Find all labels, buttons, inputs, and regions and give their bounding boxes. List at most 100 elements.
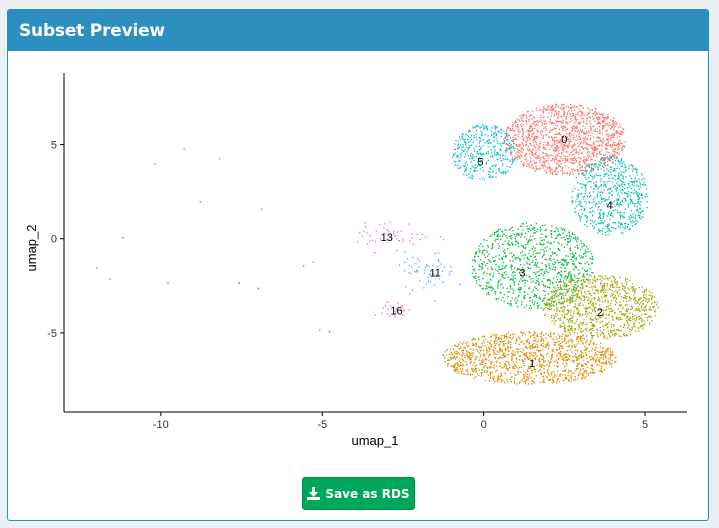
cell-point [558,132,560,134]
cell-point [531,380,533,382]
cell-point [563,108,565,110]
cell-point [616,157,618,159]
cell-point [600,140,603,142]
cell-point [490,156,492,158]
cell-point [569,114,572,116]
cell-point [571,120,573,122]
cell-point [555,227,557,229]
cell-point [467,135,470,138]
cell-point [594,204,596,207]
cell-point [480,126,483,128]
cell-point [600,198,603,200]
cell-point [516,126,518,128]
cell-point [621,192,623,194]
cell-point [576,336,578,338]
cell-point [502,158,504,160]
cell-point [575,120,577,122]
cell-point [635,303,637,305]
cell-point [482,278,484,280]
cell-point [591,158,593,160]
cell-point [497,377,499,379]
cell-point [480,375,482,377]
cell-point [622,175,624,177]
cell-point [552,149,555,151]
cell-point [657,306,659,309]
cell-point [551,112,553,114]
cell-point [597,121,599,123]
cell-point [633,184,635,187]
cell-point [552,291,554,293]
cell-point [604,352,606,354]
cell-point [630,320,632,322]
cell-point [609,188,611,190]
cell-point [561,143,563,145]
cell-point [601,352,603,354]
cell-point [559,249,561,251]
cell-point [512,141,515,143]
cell-point [605,299,607,301]
cell-point [468,351,470,354]
cell-point [543,381,545,383]
cell-point [507,144,509,146]
cell-point [535,276,537,278]
cell-point [567,147,569,149]
cell-point [562,228,564,230]
cell-point [654,311,656,313]
cell-point [473,134,475,137]
cell-point [594,289,597,291]
cell-point [557,353,559,355]
cell-point [561,125,563,128]
cell-point [546,299,548,301]
cell-point [455,155,458,157]
cell-point [619,144,621,147]
cell-point [589,137,592,139]
cell-point [453,153,455,155]
cell-point [556,382,558,384]
cell-point [608,230,610,232]
cell-point [544,297,547,299]
cell-point [512,271,514,273]
cell-point [571,190,574,193]
cell-point [487,255,489,257]
cell-point [536,120,539,122]
cell-point [591,337,594,339]
cell-point [525,238,528,240]
cell-point [468,176,470,178]
cell-point [601,275,603,277]
cell-point [590,328,592,330]
cell-point [591,148,594,150]
cell-point [543,285,545,287]
cell-point [506,127,508,129]
cell-point [589,281,591,283]
cell-point [581,146,583,148]
cell-point [577,123,580,125]
cell-point [610,300,613,302]
cell-point [572,138,574,141]
cell-point [612,324,615,326]
cell-point [495,128,497,130]
cell-point [593,200,595,203]
cell-point [617,194,619,196]
cell-point [491,155,494,157]
cell-point [536,107,538,109]
cell-point [498,254,500,256]
cell-point [570,279,572,281]
cell-point [491,127,493,129]
cell-point [522,270,525,272]
cell-point [497,242,500,245]
cell-point [486,251,488,253]
cell-point [550,136,553,138]
cell-point [515,342,517,344]
cell-point [455,363,457,365]
cell-point [582,171,584,174]
cell-point [538,283,540,285]
cell-point [567,335,569,337]
cell-point [485,153,488,155]
cell-point [545,250,547,252]
cell-point [508,244,510,246]
cell-point [538,157,541,159]
cell-point [478,352,481,354]
cell-point [548,157,550,159]
cell-point [635,223,637,225]
cell-point [472,127,474,129]
